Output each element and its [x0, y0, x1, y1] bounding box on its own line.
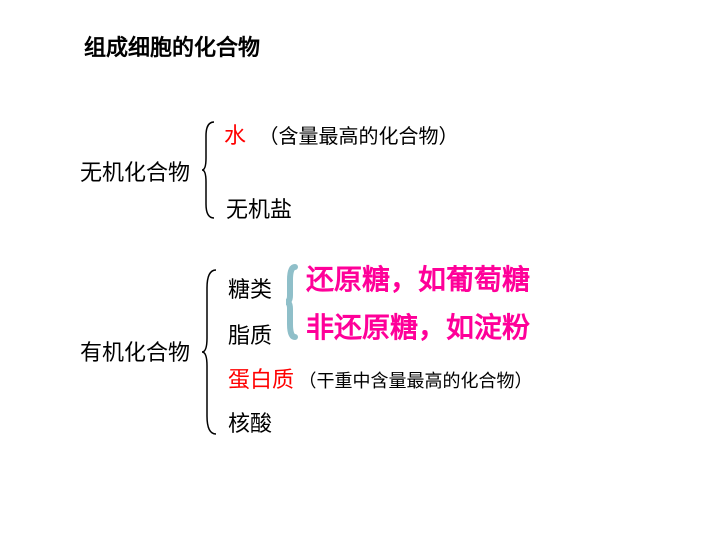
organic-brace [200, 268, 222, 436]
protein-note: （干重中含量最高的化合物） [298, 371, 532, 391]
nonreducing-sugar: 非还原糖，如淀粉 [306, 306, 530, 346]
sugar-label: 糖类 [228, 272, 272, 304]
water-note: （含量最高的化合物） [258, 126, 458, 148]
nucleic-label: 核酸 [228, 406, 272, 438]
lipid-label: 脂质 [228, 318, 272, 350]
protein-row: 蛋白质 （干重中含量最高的化合物） [228, 362, 532, 394]
inorganic-label: 无机化合物 [80, 155, 190, 187]
water-row: 水 （含量最高的化合物） [224, 118, 458, 150]
organic-label: 有机化合物 [80, 335, 190, 367]
protein-name: 蛋白质 [228, 367, 294, 392]
inorganic-brace [200, 120, 220, 220]
reducing-sugar: 还原糖，如葡萄糖 [306, 258, 530, 298]
page-title: 组成细胞的化合物 [84, 30, 260, 62]
water-name: 水 [224, 123, 246, 148]
sugar-brace [282, 262, 300, 342]
salt-label: 无机盐 [226, 192, 292, 224]
